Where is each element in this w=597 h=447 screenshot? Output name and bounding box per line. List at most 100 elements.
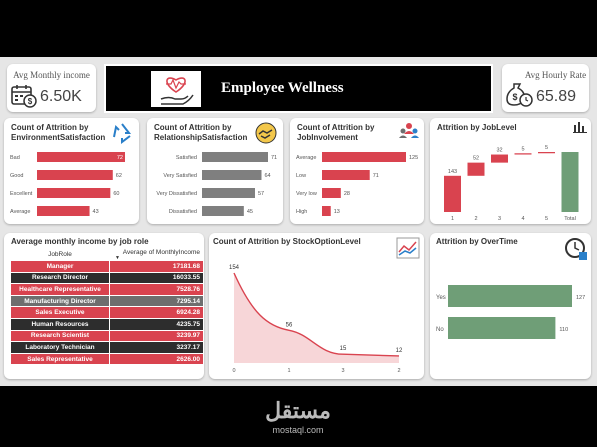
table-cell-role: Human Resources bbox=[10, 317, 110, 331]
data-label: 154 bbox=[229, 265, 240, 271]
table-cell-role: Healthcare Representative bbox=[10, 283, 110, 296]
tick-label: 3 bbox=[341, 368, 344, 374]
card-title: Count of Attrition by EnvironmentSatisfa… bbox=[11, 123, 106, 142]
kpi-card-avg-monthly-income[interactable]: Avg Monthly income $ 6.50K bbox=[7, 64, 96, 112]
tick-label: 1 bbox=[287, 368, 290, 374]
area-line bbox=[233, 272, 400, 357]
team-icon bbox=[399, 123, 419, 138]
data-label: 52 bbox=[473, 156, 479, 162]
card-attrition-job-involvement[interactable]: Count of Attrition by JobInvolvement Ave… bbox=[290, 118, 424, 224]
category-label: Good bbox=[10, 173, 23, 179]
category-label: Dissatisfied bbox=[169, 209, 197, 215]
bar-chart-icon bbox=[573, 122, 587, 133]
job-level-waterfall-chart[interactable]: 143 1 52 2 32 3 5 4 5 5 Total bbox=[430, 132, 591, 224]
tick-label: 0 bbox=[232, 368, 235, 374]
bar bbox=[37, 170, 113, 180]
area-fill bbox=[234, 273, 399, 363]
category-label: Excellent bbox=[10, 191, 33, 197]
table-cell-role: Sales Executive bbox=[10, 306, 110, 319]
overtime-bar-chart[interactable]: Yes 127 No 110 bbox=[430, 277, 591, 347]
card-title: Attrition by OverTime bbox=[436, 237, 518, 246]
data-label: 45 bbox=[247, 209, 253, 215]
data-label: 32 bbox=[496, 148, 502, 154]
table-row[interactable]: Human Resources 4235.75 bbox=[10, 317, 205, 331]
table-header-income-label: Average of MonthlyIncome bbox=[122, 249, 200, 256]
table-header-jobrole[interactable]: JobRole bbox=[10, 248, 110, 261]
income-table[interactable]: JobRole Average of MonthlyIncome ▼ Manag… bbox=[10, 248, 205, 366]
data-label: 62 bbox=[116, 173, 122, 179]
tick-label: 2 bbox=[397, 368, 400, 374]
table-cell-value: 7528.76 bbox=[108, 283, 205, 296]
kpi-card-avg-hourly-rate[interactable]: Avg Hourly Rate $ 65.89 bbox=[502, 64, 589, 112]
env-bar-chart[interactable]: Bad 72 Good 62 Excellent 60 Average 43 bbox=[4, 146, 139, 220]
data-label: 56 bbox=[286, 322, 293, 328]
bar bbox=[202, 206, 244, 216]
job-bar-chart[interactable]: Average 125 Low 71 Very low 28 High 13 bbox=[290, 146, 424, 220]
table-row[interactable]: Laboratory Technician 3237.17 bbox=[10, 341, 205, 354]
table-row[interactable]: Manager 17181.68 bbox=[10, 260, 205, 273]
category-label: Very Dissatisfied bbox=[156, 191, 197, 197]
bar bbox=[467, 162, 485, 176]
table-cell-value: 4235.75 bbox=[108, 317, 205, 331]
table-row[interactable]: Sales Representative 2626.00 bbox=[10, 352, 205, 366]
tick-label: 5 bbox=[545, 216, 548, 222]
category-label: Very Satisfied bbox=[163, 173, 197, 179]
category-label: Yes bbox=[436, 295, 446, 301]
bar bbox=[202, 188, 255, 198]
card-title: Average monthly income by job role bbox=[11, 237, 149, 246]
bar bbox=[322, 152, 406, 162]
data-label: 5 bbox=[521, 146, 524, 152]
bar bbox=[444, 175, 461, 212]
rel-bar-chart[interactable]: Satisfied 71 Very Satisfied 64 Very Dissatis… bbox=[147, 146, 283, 220]
bar bbox=[322, 188, 341, 198]
handshake-icon bbox=[255, 122, 277, 144]
table-header-income[interactable]: Average of MonthlyIncome ▼ bbox=[108, 248, 205, 261]
data-label: 43 bbox=[93, 209, 99, 215]
table-row[interactable]: Manufacturing Director 7295.14 bbox=[10, 294, 205, 308]
table-row[interactable]: Sales Executive 6924.28 bbox=[10, 306, 205, 319]
category-label: Average bbox=[296, 155, 316, 161]
table-cell-value: 3239.97 bbox=[108, 329, 205, 343]
table-cell-role: Laboratory Technician bbox=[10, 341, 110, 354]
card-attrition-environment[interactable]: Count of Attrition by EnvironmentSatisfa… bbox=[4, 118, 139, 224]
card-attrition-relationship[interactable]: Count of Attrition by RelationshipSatisf… bbox=[147, 118, 283, 224]
table-cell-role: Manager bbox=[10, 260, 110, 273]
data-label: 72 bbox=[117, 155, 123, 161]
svg-text:$: $ bbox=[512, 92, 517, 102]
data-label: 15 bbox=[340, 346, 347, 352]
data-label: 12 bbox=[396, 348, 403, 354]
svg-text:$: $ bbox=[28, 97, 33, 106]
data-label: 5 bbox=[545, 145, 548, 151]
card-attrition-overtime[interactable]: Attrition by OverTime Yes 127 No 110 bbox=[430, 233, 591, 379]
card-attrition-stock-option[interactable]: Count of Attrition by StockOptionLevel 1… bbox=[209, 233, 424, 379]
table-row[interactable]: Healthcare Representative 7528.76 bbox=[10, 283, 205, 296]
data-label: 57 bbox=[258, 191, 264, 197]
table-cell-role: Manufacturing Director bbox=[10, 294, 110, 308]
banner-logo bbox=[151, 71, 201, 107]
page-title: Employee Wellness bbox=[221, 80, 344, 96]
data-label: 110 bbox=[559, 327, 568, 333]
table-cell-value: 2626.00 bbox=[108, 352, 205, 366]
watermark-url: mostaql.com bbox=[272, 425, 324, 435]
sort-desc-icon: ▼ bbox=[114, 255, 120, 261]
bar bbox=[37, 152, 125, 162]
tick-label: 1 bbox=[451, 216, 454, 222]
bar bbox=[202, 170, 262, 180]
bar bbox=[514, 153, 532, 155]
data-label: 71 bbox=[373, 173, 379, 179]
table-cell-role: Research Director bbox=[10, 271, 110, 285]
card-attrition-job-level[interactable]: Attrition by JobLevel 143 1 52 2 32 3 5 4 5 5 Tota… bbox=[430, 118, 591, 224]
stock-option-area-chart[interactable]: 154 0 56 1 15 3 12 2 bbox=[209, 261, 424, 379]
bar bbox=[322, 170, 370, 180]
kpi-title: Avg Hourly Rate bbox=[524, 70, 587, 80]
table-row[interactable]: Research Scientist 3239.97 bbox=[10, 329, 205, 343]
data-label: 28 bbox=[344, 191, 350, 197]
table-cell-value: 7295.14 bbox=[108, 294, 205, 308]
category-label: High bbox=[296, 209, 307, 215]
table-row[interactable]: Research Director 16033.55 bbox=[10, 271, 205, 285]
table-cell-role: Sales Representative bbox=[10, 352, 110, 366]
line-chart-icon bbox=[396, 237, 420, 259]
tick-label: Total bbox=[564, 216, 576, 222]
bar bbox=[561, 152, 579, 212]
money-bag-clock-icon: $ bbox=[506, 83, 533, 107]
